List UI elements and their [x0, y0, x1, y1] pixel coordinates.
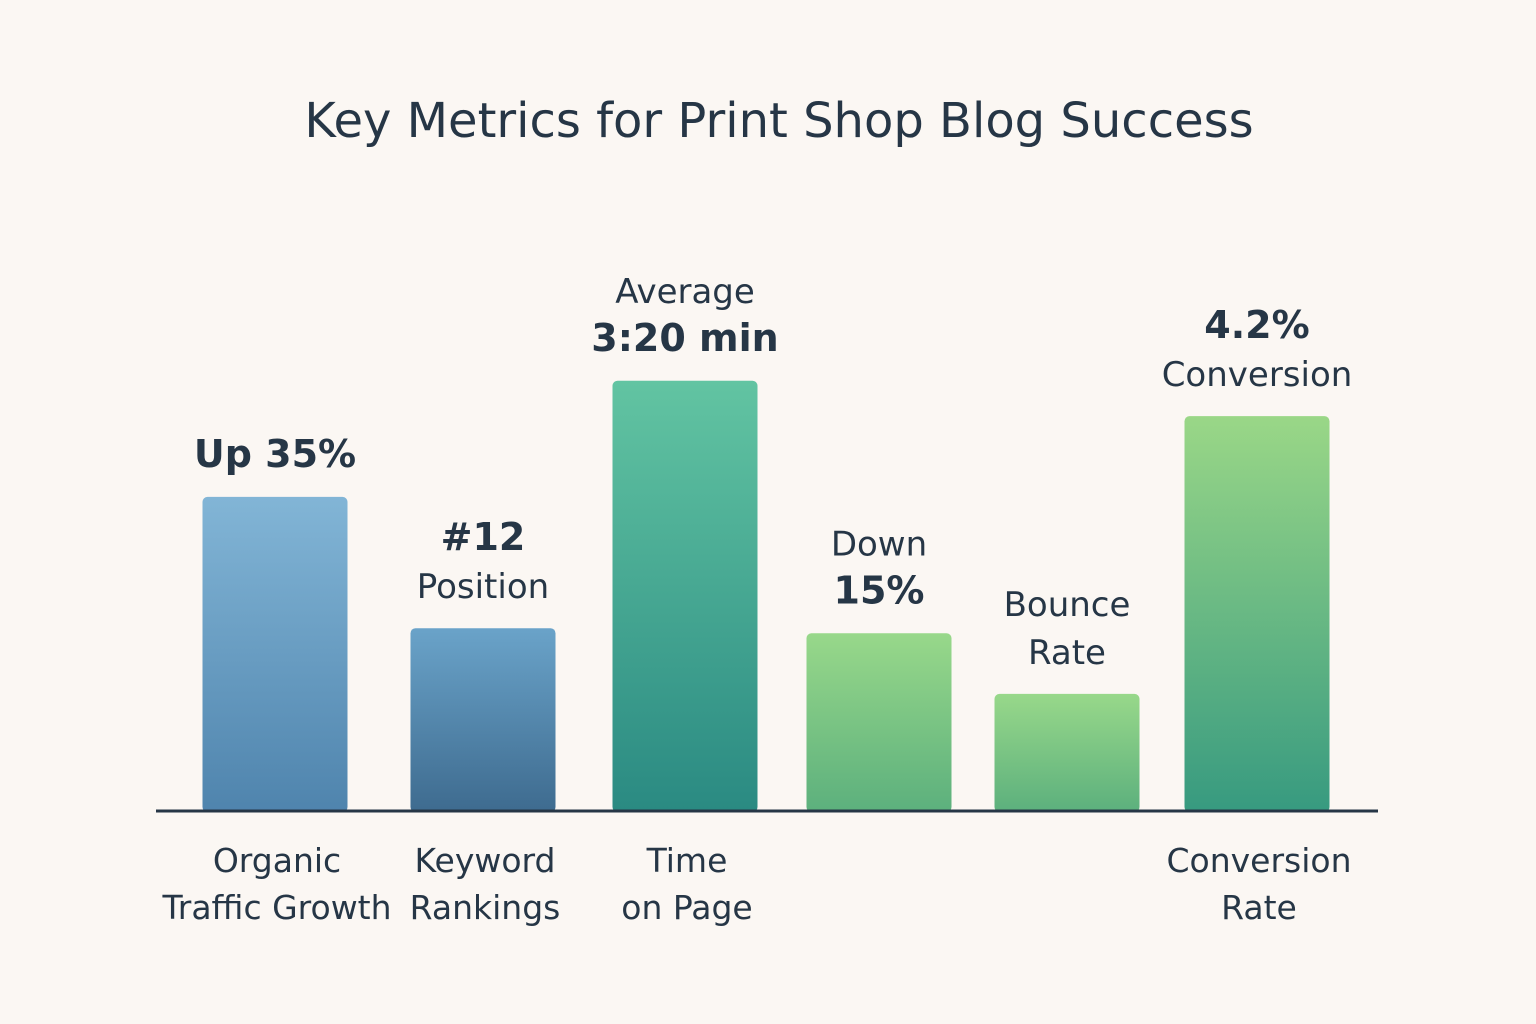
- bar-3-category-label-1: Time: [646, 841, 728, 880]
- bar-6: [1184, 416, 1330, 812]
- bar-6-value-label-2: Conversion: [1162, 355, 1353, 395]
- bar-5-value-label-1: Bounce: [1004, 585, 1131, 625]
- bar-6-category-label-1: Conversion: [1166, 841, 1351, 880]
- bar-3-category-label-2: on Page: [621, 888, 752, 927]
- bar-6-category-label-2: Rate: [1221, 888, 1297, 927]
- bar-4: [806, 633, 952, 812]
- bar-6-value-label-1: 4.2%: [1204, 303, 1309, 347]
- bar-2-category-label-2: Rankings: [410, 888, 561, 927]
- bar-2-value-label-1: #12: [441, 515, 526, 559]
- bar-1: [202, 496, 348, 812]
- bar-1-category-label-1: Organic: [213, 841, 341, 880]
- category-labels-group: Organic Traffic Growth Keyword Rankings Time…: [161, 841, 1351, 927]
- chart-title: Key Metrics for Print Shop Blog Success: [304, 93, 1253, 149]
- bar-2-category-label-1: Keyword: [415, 841, 556, 880]
- bars-group: [202, 380, 1330, 812]
- bar-5-value-label-2: Rate: [1028, 633, 1106, 673]
- bar-3: [612, 380, 758, 812]
- bar-2: [410, 628, 556, 812]
- bar-4-value-label-2: 15%: [834, 568, 925, 612]
- bar-1-category-label-2: Traffic Growth: [161, 888, 391, 927]
- bar-3-value-label-2: 3:20 min: [591, 316, 778, 360]
- bar-2-value-label-2: Position: [417, 567, 549, 607]
- bar-5: [994, 693, 1140, 812]
- bar-3-value-label-1: Average: [615, 272, 755, 312]
- bar-1-value-label-1: Up 35%: [194, 432, 356, 476]
- bar-4-value-label-1: Down: [831, 524, 927, 564]
